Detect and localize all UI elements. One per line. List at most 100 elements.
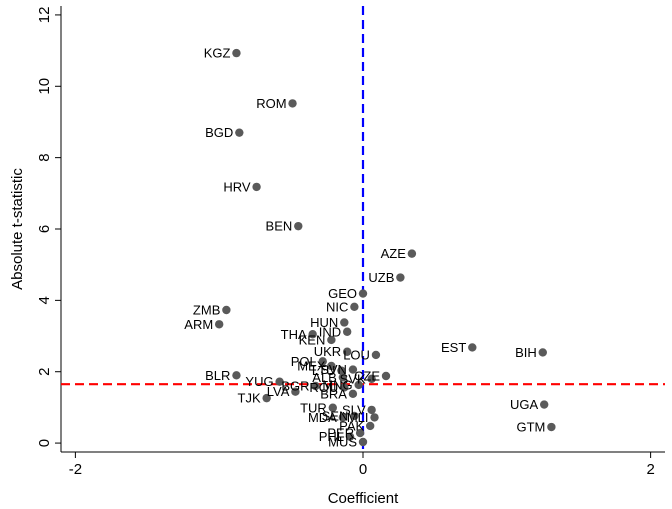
point-label-mda: MDA: [308, 410, 337, 425]
data-point-est: [468, 343, 477, 352]
point-label-mus: MUS: [328, 435, 357, 450]
y-tick-label: 8: [36, 153, 53, 161]
data-point-svk: [367, 374, 376, 384]
point-label-sen: SEN: [322, 408, 349, 423]
point-label-mli: MLI: [347, 410, 369, 425]
data-point-nic: [350, 302, 359, 311]
data-point-gtm: [547, 422, 556, 432]
data-point-bgd: [235, 128, 244, 137]
data-point-lva: [291, 387, 300, 396]
data-point-ken: [327, 335, 336, 345]
data-point-svn: [348, 365, 358, 374]
point-label-pol: POL: [291, 354, 317, 369]
point-label-hun: HUN: [310, 315, 338, 330]
point-label-tjk: TJK: [238, 391, 261, 406]
x-tick-label: -2: [69, 461, 82, 478]
point-label-nic: NIC: [326, 299, 348, 314]
data-point-ben: [294, 221, 303, 231]
data-point-pak: [365, 421, 375, 431]
y-tick-label: 2: [36, 368, 53, 376]
data-point-hrv: [252, 182, 261, 192]
y-tick-label: 6: [36, 225, 53, 233]
y-tick-label: 4: [36, 296, 53, 304]
point-label-ken: KEN: [299, 332, 326, 347]
x-axis-title: Coefficient: [328, 490, 399, 507]
data-point-zmb: [222, 305, 231, 315]
data-point-hun: [340, 318, 349, 327]
point-label-tur: TUR: [300, 400, 327, 415]
point-label-per: PER: [327, 426, 354, 441]
data-point-tjk: [262, 393, 271, 403]
data-point-lou: [371, 350, 381, 360]
y-tick-label: 12: [36, 7, 53, 24]
y-axis-title: Absolute t-statistic: [9, 168, 26, 290]
data-point-arm: [214, 320, 224, 329]
point-label-aze: AZE: [381, 246, 407, 261]
data-point-cze: [381, 371, 391, 381]
data-point-uzb: [396, 273, 405, 282]
point-label-phl: PHL: [319, 429, 344, 444]
data-point-blr: [232, 371, 241, 380]
point-label-bih: BIH: [515, 345, 537, 360]
point-label-svn: SVN: [320, 362, 347, 377]
data-point-mex: [327, 361, 336, 371]
point-label-lou: LOU: [343, 347, 370, 362]
data-point-bra: [348, 389, 358, 399]
data-point-tur: [328, 403, 337, 412]
y-tick-label: 0: [36, 439, 53, 447]
point-label-pak: PAK: [339, 418, 364, 433]
data-point-kgz: [232, 48, 241, 58]
point-label-gtm: GTM: [516, 420, 545, 435]
point-label-uga: UGA: [510, 397, 539, 412]
point-label-ltu: LTU: [312, 363, 336, 378]
data-point-mng: [354, 380, 363, 390]
data-point-rou: [340, 383, 349, 392]
data-point-alb: [338, 373, 348, 382]
data-point-sen: [350, 411, 359, 421]
data-point-mda: [338, 413, 348, 422]
point-label-cze: CZE: [354, 369, 380, 384]
data-points: [214, 48, 556, 447]
point-label-blr: BLR: [205, 368, 230, 383]
x-axis: -2 0 2: [69, 452, 655, 478]
point-label-bgr: BGR: [281, 378, 309, 393]
point-label-ukr: UKR: [314, 344, 341, 359]
point-label-bgd: BGD: [205, 125, 233, 140]
point-label-mex: MEX: [297, 359, 326, 374]
point-label-zmb: ZMB: [193, 302, 220, 317]
point-label-yug: YUG: [245, 374, 273, 389]
y-axis: 0 2 4 6 8 10 12: [36, 7, 61, 447]
y-tick-label: 10: [36, 78, 53, 95]
point-label-alb: ALB: [312, 370, 337, 385]
point-label-hrv: HRV: [223, 179, 251, 194]
point-label-rou: ROU: [309, 380, 338, 395]
point-label-mng: MNG: [322, 377, 352, 392]
x-tick-label: 2: [646, 461, 654, 478]
data-point-uga: [540, 400, 549, 409]
data-point-ind: [342, 327, 352, 336]
point-label-tha: THA: [281, 327, 307, 342]
data-point-bgr: [311, 381, 320, 391]
data-point-aze: [407, 249, 417, 258]
point-label-arm: ARM: [184, 317, 213, 332]
data-point-yug: [275, 377, 284, 386]
data-point-mus: [358, 437, 368, 447]
data-point-mli: [370, 413, 379, 422]
point-label-uzb: UZB: [368, 270, 394, 285]
point-label-slv: SLV: [342, 402, 366, 417]
point-label-geo: GEO: [328, 286, 357, 301]
data-point-ltu: [337, 366, 346, 375]
point-label-ind: IND: [319, 324, 341, 339]
x-tick-label: 0: [359, 461, 367, 478]
point-label-rom: ROM: [256, 96, 286, 111]
data-point-tha: [308, 330, 317, 339]
data-point-slv: [367, 405, 376, 415]
point-label-svk: SVK: [340, 371, 366, 386]
point-label-lva: LVA: [267, 384, 290, 399]
point-label-bra: BRA: [320, 386, 347, 401]
data-point-bih: [538, 348, 547, 357]
data-point-geo: [358, 289, 368, 298]
point-label-est: EST: [441, 340, 466, 355]
